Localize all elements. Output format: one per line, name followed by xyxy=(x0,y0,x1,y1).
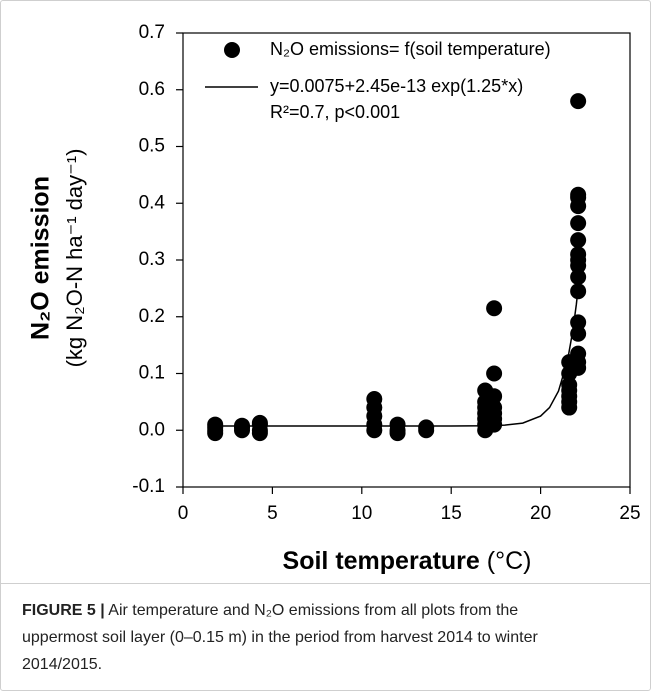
point xyxy=(486,300,503,317)
chart: N₂O emission (kg N₂O-N ha⁻¹ day⁻¹) Soil … xyxy=(27,22,641,575)
point xyxy=(561,376,578,393)
x-axis-label: Soil temperature xyxy=(283,547,480,575)
legend-label: N₂O emissions= f(soil temperature) xyxy=(270,39,551,59)
y-tick-label: 0.3 xyxy=(139,249,165,270)
point xyxy=(486,399,503,416)
y-tick-label: 0.4 xyxy=(139,192,166,213)
y-tick-label: 0.7 xyxy=(139,22,165,43)
x-axis-title: Soil temperature (°C) xyxy=(283,547,532,575)
x-axis-units: (°C) xyxy=(487,547,532,575)
plot-frame xyxy=(182,32,631,488)
x-tick-label: 25 xyxy=(619,503,640,524)
caption: FIGURE 5 | Air temperature and N₂O emiss… xyxy=(22,597,582,678)
point xyxy=(570,325,587,342)
point xyxy=(418,419,435,436)
point xyxy=(570,345,587,362)
x-tick-label: 10 xyxy=(351,503,372,524)
y-tick-label: 0.2 xyxy=(139,306,165,327)
point xyxy=(570,186,587,203)
point xyxy=(570,246,587,263)
separator xyxy=(0,583,651,584)
x-tick-label: 15 xyxy=(441,503,462,524)
y-tick-label: -0.1 xyxy=(132,476,165,497)
x-tick-label: 20 xyxy=(530,503,551,524)
point xyxy=(389,416,406,433)
caption-label: FIGURE 5 | xyxy=(22,602,105,619)
point xyxy=(486,365,503,382)
y-axis-units: (kg N₂O-N ha⁻¹ day⁻¹) xyxy=(62,149,87,368)
point xyxy=(366,391,383,408)
y-tick-label: 0.6 xyxy=(139,79,165,100)
legend-marker xyxy=(224,42,240,58)
fit-line xyxy=(215,287,579,427)
x-tick-label: 0 xyxy=(178,503,189,524)
y-tick-label: 0.0 xyxy=(139,419,165,440)
point xyxy=(570,215,587,232)
point xyxy=(570,232,587,249)
point xyxy=(486,388,503,405)
caption-text: Air temperature and N₂O emissions from a… xyxy=(22,602,538,673)
point xyxy=(570,93,587,110)
y-axis-title: N₂O emission xyxy=(27,176,55,340)
y-tick-label: 0.5 xyxy=(139,136,165,157)
point xyxy=(570,269,587,286)
point xyxy=(207,416,224,433)
y-tick-label: 0.1 xyxy=(139,363,165,384)
annotation: R²=0.7, p<0.001 xyxy=(270,102,400,122)
x-tick-label: 5 xyxy=(267,503,278,524)
point xyxy=(251,414,268,431)
legend-label: y=0.0075+2.45e-13 exp(1.25*x) xyxy=(270,76,523,96)
